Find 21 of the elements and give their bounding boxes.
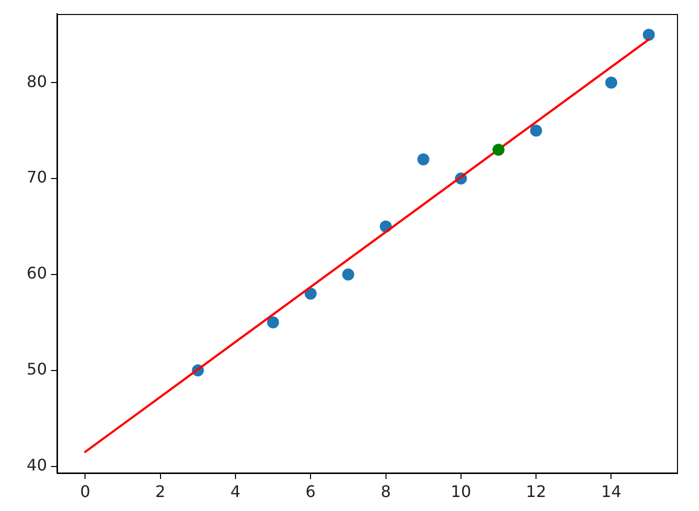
point	[304, 288, 317, 300]
point	[642, 28, 655, 41]
point	[605, 76, 618, 89]
y-tick-label: 50	[26, 360, 47, 379]
x-tick-label: 4	[230, 482, 241, 501]
x-tick-label: 14	[601, 482, 622, 501]
point	[417, 153, 430, 166]
y-tick-label: 80	[26, 72, 47, 91]
x-tick-label: 8	[380, 482, 391, 501]
point	[530, 124, 542, 137]
x-tick-label: 6	[306, 482, 316, 501]
x-tick-label: 10	[450, 482, 472, 501]
point	[267, 316, 280, 328]
x-tick-label: 2	[155, 482, 166, 501]
point	[342, 268, 354, 280]
x-tick-label: 0	[80, 482, 90, 501]
y-tick-label: 60	[26, 264, 47, 283]
point	[492, 144, 505, 156]
y-tick-label: 40	[26, 455, 47, 474]
x-tick-label: 12	[526, 482, 546, 501]
y-tick-label: 70	[26, 168, 47, 187]
